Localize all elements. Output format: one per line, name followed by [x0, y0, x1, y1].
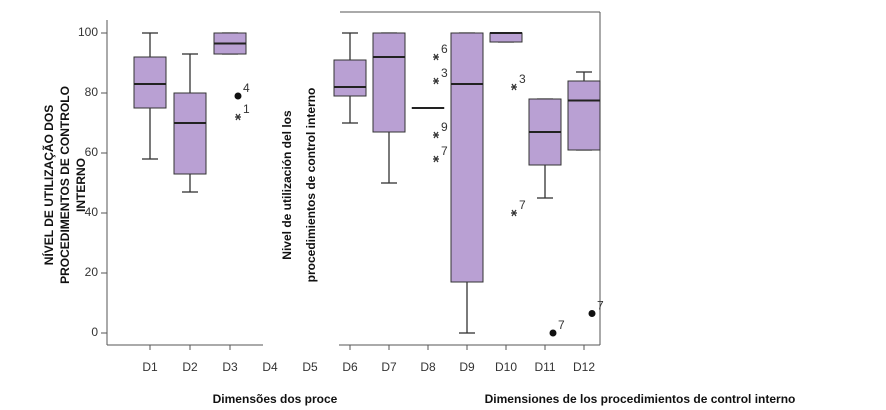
x-tick-label: D11 [534, 360, 555, 374]
outlier-label: 1 [243, 102, 250, 116]
x-tick-label: D2 [182, 360, 198, 374]
outlier [511, 83, 517, 91]
box [567, 80, 601, 151]
y-axis-label: procedimientos de control interno [304, 88, 318, 283]
x-tick-label: D3 [222, 360, 238, 374]
x-axis-label: Dimensiones de los procedimientos de con… [485, 392, 796, 406]
outlier-label: 7 [597, 299, 604, 313]
x-axis-label: Dimensões dos proce [213, 392, 338, 406]
y-tick-label: 100 [78, 25, 98, 39]
cover [263, 0, 339, 350]
outlier-label: 7 [558, 318, 565, 332]
label-cover [380, 386, 886, 410]
outlier-label: 6 [441, 42, 448, 56]
outlier-label: 4 [243, 81, 250, 95]
outlier-label: 9 [441, 120, 448, 134]
box [450, 32, 484, 283]
y-axis-label: PROCEDIMENTOS DE CONTROLO [58, 86, 72, 284]
x-tick-label: D6 [342, 360, 358, 374]
outlier-label: 7 [441, 144, 448, 158]
y-axis-label: NÍVEL DE UTILIZAÇÃO DOS [41, 105, 56, 265]
outlier [433, 131, 439, 139]
outlier [588, 310, 596, 317]
outlier [235, 113, 241, 121]
x-tick-label: D1 [142, 360, 158, 374]
x-tick-label: D7 [381, 360, 397, 374]
box [333, 59, 367, 97]
x-tick-label: D8 [420, 360, 436, 374]
x-tick-label: D9 [459, 360, 475, 374]
box [489, 32, 523, 43]
y-tick-label: 0 [91, 325, 98, 339]
outlier [433, 53, 439, 61]
outlier [549, 329, 557, 337]
y-tick-label: 40 [85, 205, 99, 219]
outlier-label: 3 [441, 66, 448, 80]
outlier [433, 155, 439, 163]
outlier-label: 3 [519, 72, 526, 86]
outlier [511, 209, 517, 217]
y-axis-label: INTERNO [74, 158, 88, 212]
x-tick-label: D10 [495, 360, 517, 374]
outlier [234, 92, 242, 100]
y-axis-label: Nivel de utilización del los [280, 110, 294, 260]
y-tick-label: 20 [85, 265, 99, 279]
box [133, 56, 167, 109]
x-tick-label: D5 [302, 360, 318, 374]
outlier-label: 7 [519, 198, 526, 212]
y-tick-label: 80 [85, 85, 99, 99]
box [372, 32, 406, 133]
box [173, 92, 207, 175]
x-tick-label: D12 [573, 360, 595, 374]
y-tick-label: 60 [85, 145, 99, 159]
x-tick-label: D4 [262, 360, 278, 374]
outlier [433, 77, 439, 85]
